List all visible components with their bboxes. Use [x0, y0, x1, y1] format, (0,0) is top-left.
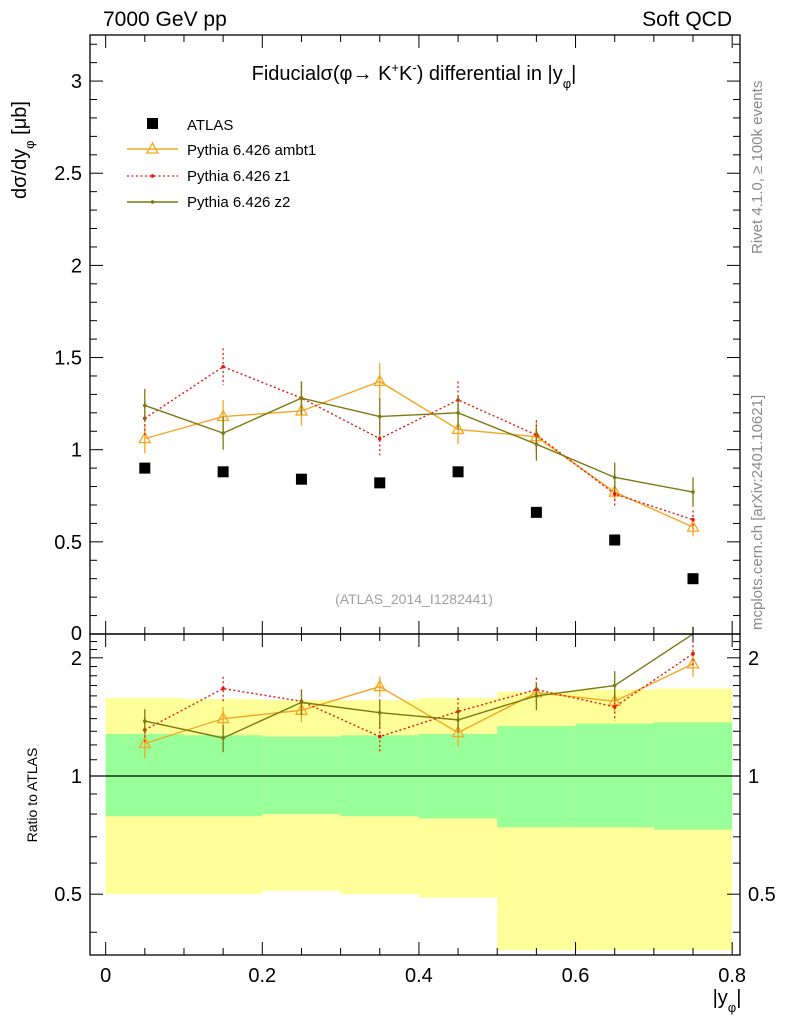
main-y-tick-label: 1 — [71, 440, 82, 462]
main-point — [377, 436, 382, 441]
ratio-series-pythia-6-426-z2 — [143, 626, 694, 753]
header-left-label: 7000 GeV pp — [103, 8, 227, 31]
green-band — [262, 736, 341, 815]
ratio-y-tick-label-right: 1 — [748, 766, 759, 788]
x-tick-label: 0.2 — [248, 965, 276, 987]
main-series-pythia-6-426-z2 — [143, 381, 695, 507]
main-point — [456, 411, 460, 415]
legend-label-ambt1: Pythia 6.426 ambt1 — [187, 142, 316, 159]
ratio-point — [143, 719, 147, 723]
rivet-label: Rivet 4.1.0, ≥ 100k events — [749, 81, 766, 254]
ratio-point — [373, 679, 387, 692]
main-point — [299, 396, 304, 400]
main-point — [377, 414, 382, 419]
x-tick-label: 0.8 — [718, 965, 746, 987]
main-point — [612, 492, 617, 496]
y-axis-label-ratio: Ratio to ATLAS — [24, 748, 40, 843]
chart-title: Fiducialσ(φ→ K+K-) differential in |yφ| — [252, 60, 577, 91]
ratio-y-tick-label-right: 0.5 — [748, 884, 776, 906]
ratio-point — [451, 725, 465, 738]
main-point — [451, 422, 465, 435]
ratio-point — [221, 736, 225, 740]
main-point — [221, 364, 225, 369]
axis-tick-labels: 0.5 1 1.5 2 2.5 3 0 0 0.2 0.4 0.6 0.8 0.5 0.5 1 1 2 2 — [54, 71, 776, 987]
ratio-point — [534, 694, 539, 698]
legend-label-z1: Pythia 6.426 z1 — [187, 168, 290, 185]
main-y-tick-label: 1.5 — [54, 348, 82, 370]
legend-label-z2: Pythia 6.426 z2 — [187, 194, 290, 211]
atlas-data-point — [217, 466, 229, 478]
header-right-label: Soft QCD — [642, 8, 732, 31]
main-line-pythia-6-426-z2 — [144, 397, 694, 493]
legend-z1-marker — [150, 174, 155, 178]
ratio-point — [612, 683, 617, 688]
main-line-pythia-6-426-ambt1 — [144, 380, 694, 528]
ratio-line-pythia-6-426-ambt1 — [144, 663, 694, 745]
ratio-point — [221, 686, 225, 691]
legend-ambt1-marker — [145, 141, 160, 154]
main-point — [691, 517, 695, 522]
main-point — [143, 403, 147, 408]
legend-atlas-marker — [147, 118, 158, 129]
main-point — [686, 519, 700, 532]
atlas-data-point — [530, 506, 542, 518]
x-tick-label: 0.6 — [562, 965, 590, 987]
main-point — [138, 431, 152, 444]
ratio-uncertainty-bands — [105, 688, 733, 951]
analysis-id: (ATLAS_2014_I1282441) — [335, 591, 493, 607]
x-tick-label: 0 — [100, 965, 111, 987]
ratio-point — [299, 700, 304, 705]
ratio-point — [456, 718, 460, 722]
atlas-data-point — [609, 534, 621, 546]
ratio-point — [216, 711, 230, 724]
ratio-point — [377, 710, 382, 715]
ratio-series-group — [138, 626, 700, 759]
atlas-data-point — [295, 473, 307, 485]
main-series-pythia-6-426-z1 — [143, 348, 695, 529]
main-y-tick-label: 2.5 — [54, 163, 82, 185]
ratio-panel-frame — [89, 633, 741, 956]
ratio-y-tick-label-left: 2 — [71, 648, 82, 670]
x-tick-label: 0.4 — [405, 965, 433, 987]
atlas-data-point — [139, 462, 151, 474]
main-y-tick-label-partial: 0 — [71, 623, 82, 645]
main-y-tick-label: 0.5 — [54, 532, 82, 554]
y-axis-label-main: dσ/dyφ [μb] — [9, 101, 37, 199]
mcplots-label: mcplots.cern.ch [arXiv:2401.10621] — [749, 395, 766, 630]
x-axis-label: |yφ| — [713, 987, 742, 1015]
legend-z2-marker — [150, 200, 155, 204]
green-band — [497, 726, 576, 828]
atlas-data-point — [374, 477, 386, 489]
main-line-pythia-6-426-z1 — [144, 365, 694, 521]
main-point — [373, 374, 387, 387]
ratio-point — [686, 656, 700, 669]
ratio-point — [138, 736, 152, 749]
ratio-y-tick-label-right: 2 — [748, 648, 759, 670]
atlas-data-point — [687, 573, 699, 585]
ratio-y-tick-label-left: 1 — [71, 766, 82, 788]
main-point — [612, 475, 617, 480]
ratio-point — [691, 651, 695, 656]
main-point — [221, 431, 225, 435]
main-series-group — [138, 348, 700, 585]
main-point — [534, 442, 539, 446]
main-point — [691, 490, 695, 494]
plot-frames — [89, 34, 741, 956]
legend: ATLAS Pythia 6.426 ambt1 Pythia 6.426 z1… — [127, 117, 316, 211]
legend-label-atlas: ATLAS — [187, 117, 233, 134]
ratio-line-pythia-6-426-z2 — [144, 633, 694, 739]
ratio-point — [612, 705, 617, 709]
ratio-y-tick-label-left: 0.5 — [54, 884, 82, 906]
axis-ticks — [90, 35, 740, 955]
ratio-point — [377, 734, 382, 739]
main-y-tick-label: 2 — [71, 255, 82, 277]
main-point — [294, 403, 309, 416]
main-y-tick-label: 3 — [71, 71, 82, 93]
atlas-data-point — [452, 466, 464, 478]
